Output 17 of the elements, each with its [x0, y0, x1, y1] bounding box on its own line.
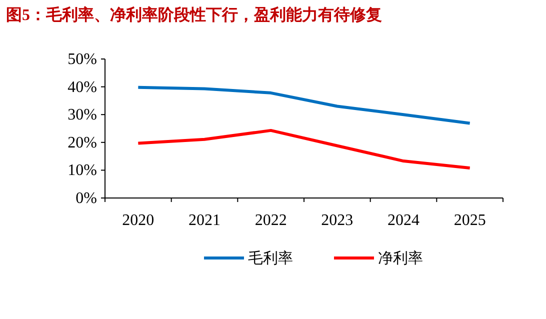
line-series — [136, 86, 472, 125]
legend-label: 毛利率 — [248, 250, 293, 267]
chart-title: 图5：毛利率、净利率阶段性下行，盈利能力有待修复 — [6, 5, 382, 24]
y-tick-label: 20% — [68, 134, 97, 152]
y-tick-label: 50% — [68, 51, 97, 68]
legend-label: 净利率 — [378, 250, 423, 267]
y-tick-label: 10% — [68, 162, 97, 180]
line-series — [136, 128, 472, 170]
y-tick-label: 40% — [68, 78, 97, 96]
x-tick-label: 2023 — [321, 212, 354, 229]
y-tick-label: 30% — [68, 106, 97, 124]
x-tick-label: 2025 — [454, 212, 486, 229]
x-tick-label: 2024 — [388, 212, 420, 229]
x-tick-label: 2020 — [122, 212, 154, 229]
y-tick-label: 0% — [76, 190, 97, 207]
x-tick-label: 2022 — [254, 212, 287, 229]
x-tick-label: 2021 — [188, 212, 220, 229]
